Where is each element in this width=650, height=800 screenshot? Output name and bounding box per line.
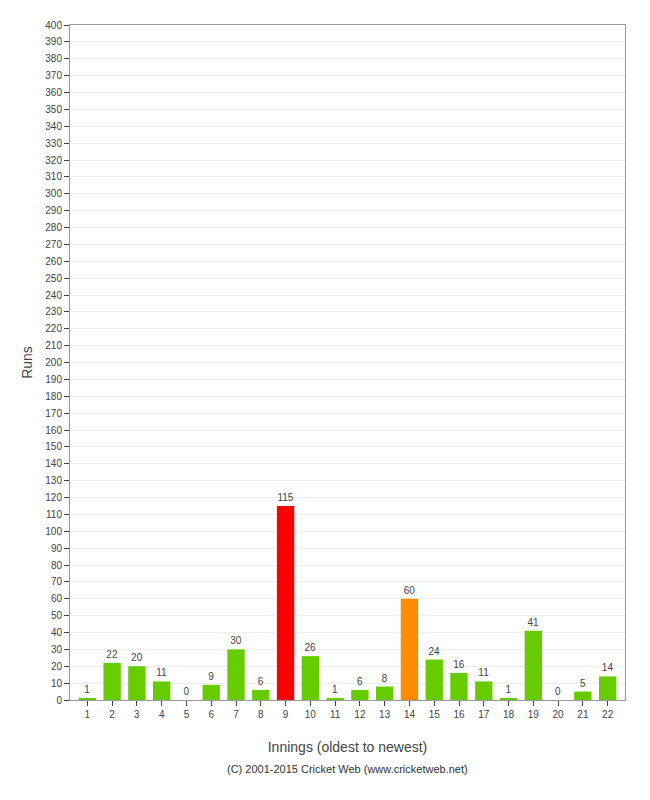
svg-text:12: 12 xyxy=(354,709,366,720)
svg-text:230: 230 xyxy=(45,306,62,317)
svg-text:30: 30 xyxy=(230,635,242,646)
svg-text:390: 390 xyxy=(45,36,62,47)
svg-text:5: 5 xyxy=(184,709,190,720)
svg-text:24: 24 xyxy=(428,646,440,657)
svg-text:1: 1 xyxy=(84,684,90,695)
svg-text:6: 6 xyxy=(208,709,214,720)
svg-text:10: 10 xyxy=(51,678,63,689)
svg-text:8: 8 xyxy=(258,709,264,720)
svg-text:370: 370 xyxy=(45,70,62,81)
svg-text:Innings (oldest to newest): Innings (oldest to newest) xyxy=(268,739,428,755)
svg-text:200: 200 xyxy=(45,357,62,368)
svg-text:220: 220 xyxy=(45,323,62,334)
svg-text:320: 320 xyxy=(45,155,62,166)
svg-text:15: 15 xyxy=(429,709,441,720)
svg-text:9: 9 xyxy=(208,671,214,682)
svg-text:150: 150 xyxy=(45,441,62,452)
svg-text:290: 290 xyxy=(45,205,62,216)
svg-text:0: 0 xyxy=(555,686,561,697)
svg-text:1: 1 xyxy=(332,684,338,695)
svg-text:400: 400 xyxy=(45,20,62,31)
svg-text:6: 6 xyxy=(258,676,264,687)
svg-text:17: 17 xyxy=(478,709,490,720)
svg-text:115: 115 xyxy=(277,492,293,503)
svg-text:8: 8 xyxy=(382,673,388,684)
svg-text:22: 22 xyxy=(106,649,118,660)
svg-text:250: 250 xyxy=(45,273,62,284)
svg-text:10: 10 xyxy=(305,709,317,720)
svg-text:0: 0 xyxy=(183,686,189,697)
svg-text:11: 11 xyxy=(478,667,489,678)
svg-text:18: 18 xyxy=(503,709,515,720)
svg-text:270: 270 xyxy=(45,239,62,250)
svg-text:130: 130 xyxy=(45,475,62,486)
svg-text:60: 60 xyxy=(51,593,63,604)
svg-text:300: 300 xyxy=(45,188,62,199)
svg-text:21: 21 xyxy=(577,709,589,720)
svg-text:340: 340 xyxy=(45,121,62,132)
svg-text:210: 210 xyxy=(45,340,62,351)
svg-text:22: 22 xyxy=(602,709,614,720)
svg-text:11: 11 xyxy=(156,667,167,678)
svg-text:190: 190 xyxy=(45,374,62,385)
svg-text:100: 100 xyxy=(45,526,62,537)
svg-text:9: 9 xyxy=(283,709,289,720)
svg-text:240: 240 xyxy=(45,290,62,301)
svg-text:14: 14 xyxy=(602,662,614,673)
svg-text:310: 310 xyxy=(45,171,62,182)
svg-text:90: 90 xyxy=(51,543,63,554)
svg-text:16: 16 xyxy=(453,659,465,670)
svg-text:41: 41 xyxy=(528,617,540,628)
svg-text:350: 350 xyxy=(45,104,62,115)
svg-text:50: 50 xyxy=(51,610,63,621)
svg-text:70: 70 xyxy=(51,576,63,587)
svg-text:0: 0 xyxy=(56,695,62,706)
svg-text:4: 4 xyxy=(159,709,165,720)
svg-text:13: 13 xyxy=(379,709,391,720)
svg-text:14: 14 xyxy=(404,709,416,720)
svg-text:260: 260 xyxy=(45,256,62,267)
svg-text:380: 380 xyxy=(45,53,62,64)
svg-text:Runs: Runs xyxy=(19,346,35,379)
svg-text:2: 2 xyxy=(109,709,115,720)
svg-text:40: 40 xyxy=(51,627,63,638)
svg-text:180: 180 xyxy=(45,391,62,402)
svg-text:7: 7 xyxy=(233,709,239,720)
svg-text:19: 19 xyxy=(528,709,540,720)
svg-text:20: 20 xyxy=(131,652,143,663)
svg-text:60: 60 xyxy=(404,585,416,596)
svg-text:360: 360 xyxy=(45,87,62,98)
svg-text:280: 280 xyxy=(45,222,62,233)
svg-text:330: 330 xyxy=(45,138,62,149)
svg-text:3: 3 xyxy=(134,709,140,720)
svg-text:26: 26 xyxy=(305,642,317,653)
svg-text:20: 20 xyxy=(553,709,565,720)
svg-text:16: 16 xyxy=(453,709,465,720)
svg-text:110: 110 xyxy=(46,509,62,520)
svg-text:80: 80 xyxy=(51,560,63,571)
svg-text:1: 1 xyxy=(506,684,512,695)
svg-text:6: 6 xyxy=(357,676,363,687)
svg-text:170: 170 xyxy=(45,408,62,419)
svg-text:1: 1 xyxy=(85,709,91,720)
svg-text:11: 11 xyxy=(330,709,341,720)
svg-text:160: 160 xyxy=(45,425,62,436)
svg-text:30: 30 xyxy=(51,644,63,655)
svg-text:5: 5 xyxy=(580,678,586,689)
svg-text:20: 20 xyxy=(51,661,63,672)
svg-text:120: 120 xyxy=(45,492,62,503)
svg-text:140: 140 xyxy=(45,458,62,469)
svg-text:(C) 2001-2015 Cricket Web (www: (C) 2001-2015 Cricket Web (www.cricketwe… xyxy=(227,763,468,775)
